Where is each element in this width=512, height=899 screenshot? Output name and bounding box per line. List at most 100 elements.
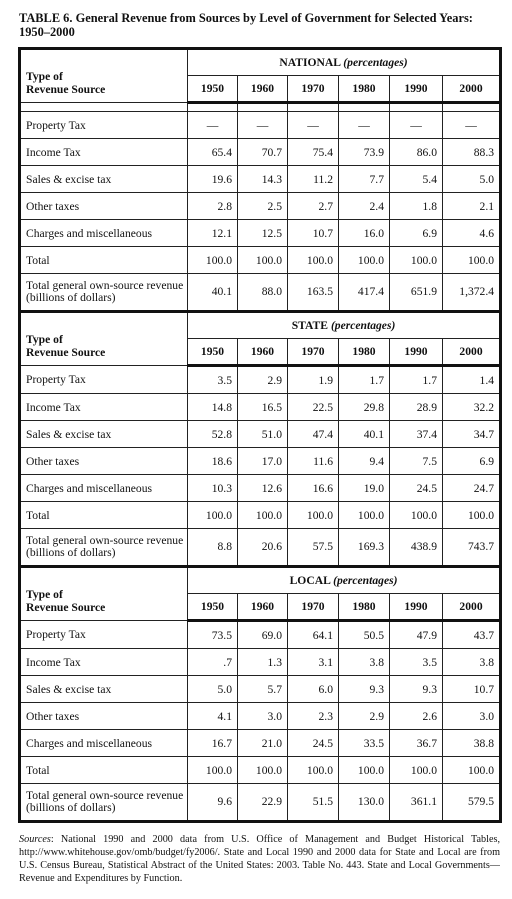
table-row: Total 100.0 100.0 100.0 100.0 100.0 100.0 — [19, 246, 502, 274]
value-cell: 100.0 — [338, 246, 390, 274]
value-cell: 9.4 — [338, 447, 390, 475]
value-cell: 37.4 — [389, 420, 443, 448]
value-cell: 100.0 — [187, 501, 238, 529]
value-cell: 100.0 — [441, 756, 502, 784]
value-cell: 40.1 — [187, 273, 238, 313]
value-cell: 1.9 — [287, 365, 339, 394]
row-label: Sales & excise tax — [19, 420, 188, 448]
table-row: Charges and miscellaneous 10.3 12.6 16.6 19.… — [19, 474, 502, 502]
value-cell: 3.8 — [338, 648, 390, 676]
value-cell: 100.0 — [441, 501, 502, 529]
row-label: Sales & excise tax — [19, 165, 188, 193]
year-header: 1980 — [338, 338, 390, 367]
value-cell: 1.8 — [389, 192, 443, 220]
spacer-row — [19, 102, 502, 112]
value-cell: — — [389, 111, 443, 139]
table-row: Total 100.0 100.0 100.0 100.0 100.0 100.0 — [19, 756, 502, 784]
value-cell: 5.0 — [187, 675, 238, 703]
value-cell: 12.5 — [237, 219, 288, 247]
table-row: Charges and miscellaneous 12.1 12.5 10.7 16.… — [19, 219, 502, 247]
type-label-line2: Revenue Source — [26, 346, 106, 359]
value-cell: 100.0 — [287, 756, 339, 784]
table-row: Property Tax 73.5 69.0 64.1 50.5 47.9 43.7 — [19, 620, 502, 649]
value-cell: 130.0 — [338, 783, 390, 823]
value-cell: 16.7 — [187, 729, 238, 757]
value-cell: 3.5 — [389, 648, 443, 676]
year-header: 1960 — [237, 75, 288, 104]
table-row: Total general own-source revenue (billio… — [19, 528, 502, 568]
value-cell: 88.3 — [441, 138, 502, 166]
value-cell: 100.0 — [237, 501, 288, 529]
type-label-line1: Type of — [26, 333, 63, 346]
local-section-title: LOCAL (percentages) — [186, 566, 502, 594]
value-cell: 64.1 — [287, 620, 339, 649]
year-header: 1950 — [187, 593, 238, 622]
value-cell: 7.5 — [389, 447, 443, 475]
row-label: Income Tax — [19, 138, 188, 166]
year-header: 1980 — [338, 75, 390, 104]
row-label: Total general own-source revenue (billio… — [19, 528, 188, 568]
value-cell: 6.9 — [389, 219, 443, 247]
value-cell: 11.6 — [287, 447, 339, 475]
value-cell: — — [237, 111, 288, 139]
value-cell: 86.0 — [389, 138, 443, 166]
value-cell: 20.6 — [237, 528, 288, 568]
value-cell: 10.3 — [187, 474, 238, 502]
year-header: 1970 — [287, 75, 339, 104]
value-cell: 43.7 — [441, 620, 502, 649]
table-row: Other taxes 4.1 3.0 2.3 2.9 2.6 3.0 — [19, 702, 502, 730]
value-cell: 2.4 — [338, 192, 390, 220]
value-cell: 2.7 — [287, 192, 339, 220]
value-cell: 18.6 — [187, 447, 238, 475]
value-cell: 100.0 — [338, 756, 390, 784]
state-section-title: STATE (percentages) — [186, 311, 502, 339]
value-cell: 47.4 — [287, 420, 339, 448]
table-row: Other taxes 18.6 17.0 11.6 9.4 7.5 6.9 — [19, 447, 502, 475]
national-section-header: Type of Revenue Source NATIONAL (percentag… — [19, 48, 502, 103]
value-cell: 3.8 — [441, 648, 502, 676]
local-years-row: 1950 1960 1970 1980 1990 2000 — [20, 593, 502, 622]
value-cell: 2.1 — [441, 192, 502, 220]
value-cell: 57.5 — [287, 528, 339, 568]
value-cell: 2.9 — [237, 365, 288, 394]
sources-label: Sources — [19, 834, 51, 845]
value-cell: 17.0 — [237, 447, 288, 475]
type-label-line1: Type of — [26, 70, 63, 83]
row-label: Other taxes — [19, 192, 188, 220]
year-header: 1990 — [389, 338, 443, 367]
year-header: 1960 — [237, 593, 288, 622]
value-cell: 36.7 — [389, 729, 443, 757]
table-row: Property Tax — — — — — — — [19, 111, 502, 139]
value-cell: 438.9 — [389, 528, 443, 568]
value-cell: 70.7 — [237, 138, 288, 166]
value-cell: 7.7 — [338, 165, 390, 193]
sources-text: : National 1990 and 2000 data from U.S. … — [19, 834, 500, 884]
section-name: NATIONAL — [279, 56, 341, 69]
row-label: Other taxes — [19, 447, 188, 475]
type-of-revenue-source-header: Type of Revenue Source — [19, 566, 188, 621]
table-row: Income Tax 14.8 16.5 22.5 29.8 28.9 32.2 — [19, 393, 502, 421]
value-cell: 2.6 — [389, 702, 443, 730]
table-row: Total general own-source revenue (billio… — [19, 273, 502, 313]
year-header: 1990 — [389, 593, 443, 622]
spacer-cell — [287, 102, 339, 112]
value-cell: 163.5 — [287, 273, 339, 313]
value-cell: 4.1 — [187, 702, 238, 730]
value-cell: 417.4 — [338, 273, 390, 313]
year-header: 1950 — [187, 338, 238, 367]
type-of-revenue-source-header: Type of Revenue Source — [19, 311, 188, 366]
type-label-line2: Revenue Source — [26, 601, 106, 614]
sources-note: Sources: National 1990 and 2000 data fro… — [19, 833, 500, 885]
row-label: Other taxes — [19, 702, 188, 730]
spacer-cell — [19, 102, 188, 112]
value-cell: .7 — [187, 648, 238, 676]
value-cell: 34.7 — [441, 420, 502, 448]
value-cell: 52.8 — [187, 420, 238, 448]
year-header: 1950 — [187, 75, 238, 104]
value-cell: 11.2 — [287, 165, 339, 193]
value-cell: 1.3 — [237, 648, 288, 676]
type-of-revenue-source-header: Type of Revenue Source — [19, 48, 188, 103]
value-cell: 3.1 — [287, 648, 339, 676]
spacer-cell — [187, 102, 238, 112]
value-cell: 9.6 — [187, 783, 238, 823]
